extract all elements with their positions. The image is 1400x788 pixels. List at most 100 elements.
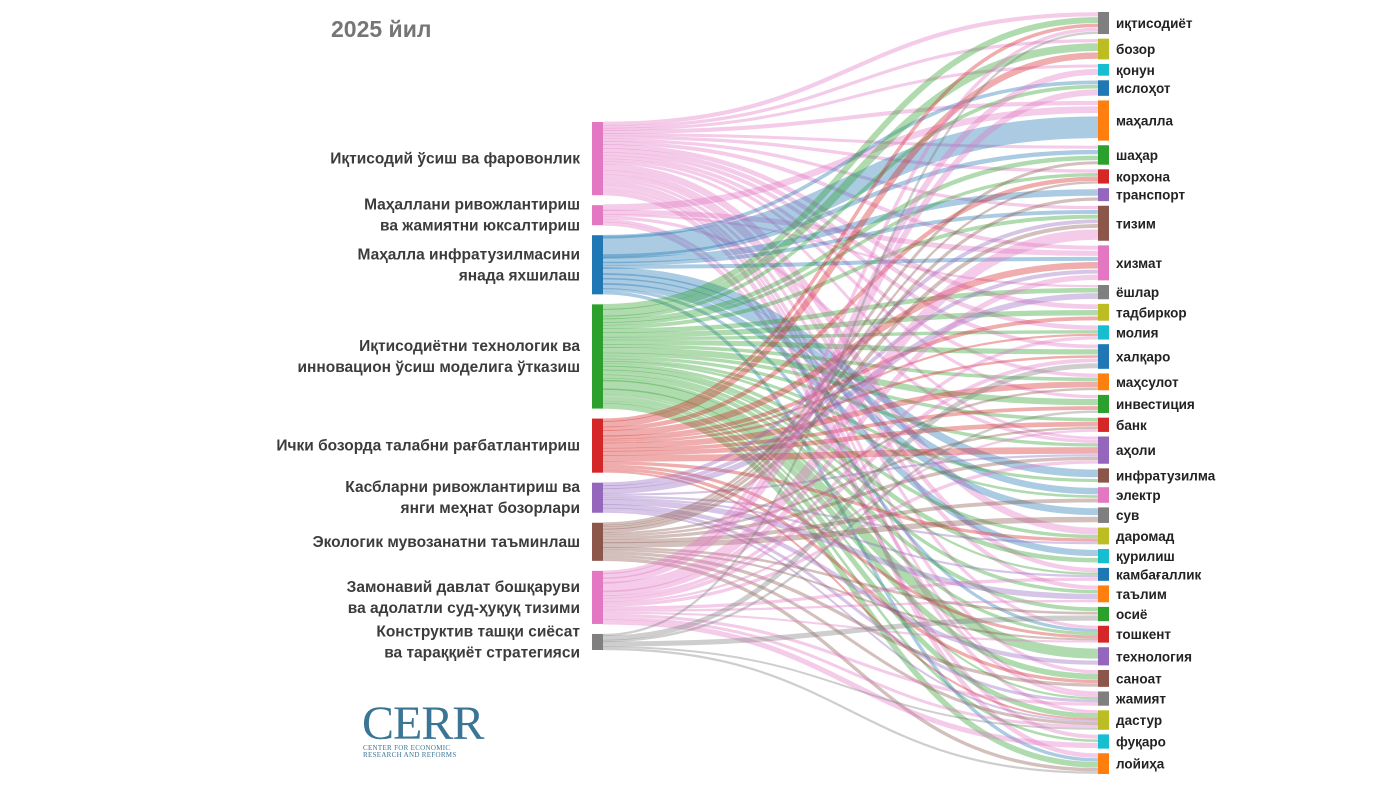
target-label: шаҳар	[1116, 148, 1158, 163]
sankey-link	[602, 116, 1099, 258]
source-node	[592, 570, 603, 624]
sankey-link	[602, 365, 1099, 563]
sankey-link	[602, 363, 1099, 539]
sankey-link	[602, 23, 1099, 422]
sankey-link	[602, 256, 1099, 269]
target-label: маҳсулот	[1116, 375, 1179, 390]
sankey-link	[602, 184, 1099, 695]
sankey-link	[602, 293, 1099, 495]
sankey-link	[602, 369, 1099, 575]
target-label: лойиҳа	[1116, 757, 1165, 772]
sankey-link	[602, 163, 1099, 535]
target-node	[1098, 188, 1109, 202]
sankey-link	[602, 613, 1099, 706]
target-label: молия	[1116, 325, 1158, 340]
target-node	[1098, 468, 1109, 483]
source-label: Маҳаллани ривожлантириш	[364, 197, 580, 214]
sankey-link	[602, 149, 1099, 259]
target-node	[1098, 64, 1109, 76]
sankey-link	[602, 454, 1099, 496]
sankey-link	[602, 388, 1099, 680]
sankey-link	[602, 516, 1099, 548]
sankey-link	[602, 344, 1099, 382]
sankey-link	[602, 43, 1099, 317]
target-node	[1098, 344, 1109, 369]
sankey-link	[602, 470, 1099, 721]
logo-wordmark: CERR	[362, 697, 484, 750]
target-label: корхона	[1116, 169, 1170, 184]
sankey-link	[602, 141, 1099, 250]
target-node	[1098, 100, 1109, 141]
target-label: банк	[1116, 418, 1147, 433]
sankey-link	[602, 178, 1099, 629]
sankey-link	[602, 379, 1099, 659]
sankey-link	[602, 269, 1099, 490]
sankey-link	[602, 456, 1099, 540]
sankey-link	[602, 355, 1099, 447]
source-node	[592, 418, 603, 473]
sankey-link	[602, 135, 1099, 173]
sankey-link	[602, 426, 1099, 537]
sankey-link	[602, 148, 1099, 330]
sankey-link	[602, 378, 1099, 636]
sankey-link	[602, 336, 1099, 599]
sankey-link	[602, 274, 1099, 596]
target-label: хизмат	[1116, 256, 1162, 271]
sankey-link	[602, 333, 1099, 442]
sankey-link	[602, 347, 1099, 406]
target-label: камбағаллик	[1116, 567, 1202, 582]
source-node	[592, 304, 603, 409]
sankey-link	[602, 272, 1099, 495]
sankey-link	[602, 429, 1099, 604]
target-label: маҳалла	[1116, 114, 1173, 129]
sankey-link	[602, 495, 1099, 545]
sankey-link	[602, 549, 1099, 641]
sankey-link	[602, 221, 1099, 739]
sankey-link	[602, 371, 1099, 594]
sankey-link	[602, 210, 1099, 266]
target-node	[1098, 507, 1109, 523]
sankey-link	[602, 12, 1099, 126]
sankey-link	[602, 464, 1099, 639]
target-label: иқтисодиёт	[1116, 16, 1193, 31]
target-label: ислоҳот	[1116, 81, 1171, 96]
target-node	[1098, 710, 1109, 730]
target-node	[1098, 169, 1109, 184]
sankey-link	[602, 360, 1099, 498]
sankey-link	[602, 174, 1099, 590]
target-node	[1098, 734, 1109, 749]
source-label: ва тараққиёт стратегияси	[384, 644, 580, 661]
sankey-link	[602, 400, 1099, 743]
target-label: транспорт	[1116, 188, 1185, 203]
sankey-link	[602, 189, 1099, 264]
sankey-link	[602, 616, 1099, 728]
target-label: бозор	[1116, 42, 1155, 57]
sankey-link	[602, 170, 1099, 573]
target-node	[1098, 145, 1109, 165]
target-label: осиё	[1116, 607, 1148, 622]
sankey-link	[602, 267, 1099, 478]
sankey-link	[602, 89, 1099, 584]
source-node	[592, 522, 603, 561]
sankey-link	[602, 197, 1099, 530]
target-label: қурилиш	[1116, 549, 1175, 564]
sankey-link	[602, 84, 1099, 320]
sankey-link	[602, 355, 1099, 444]
sankey-link	[602, 158, 1099, 399]
sankey-link	[602, 615, 1099, 647]
sankey-link	[602, 214, 1099, 288]
sankey-link	[602, 611, 1099, 643]
sankey-link	[602, 507, 1099, 703]
sankey-link	[602, 138, 1099, 210]
target-node	[1098, 549, 1109, 564]
target-label: дастур	[1116, 713, 1162, 728]
sankey-link	[602, 261, 1099, 437]
sankey-link	[602, 152, 1099, 349]
logo-subtitle-line-2: RESEARCH AND REFORMS	[363, 751, 457, 759]
sankey-link	[602, 172, 1099, 326]
target-label: технология	[1116, 649, 1192, 664]
source-label: Замонавий давлат бошқаруви	[347, 579, 580, 596]
target-node	[1098, 606, 1109, 622]
sankey-link	[602, 52, 1099, 428]
